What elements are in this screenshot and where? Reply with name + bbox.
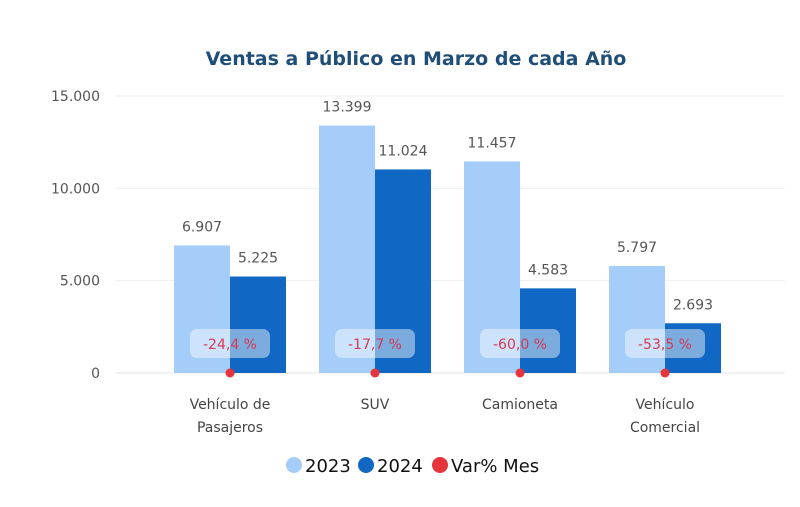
data-label: 11.457 bbox=[468, 135, 517, 151]
variation-series: -24,4 % -17,7 % -60,0 % -53,5 % bbox=[190, 329, 705, 378]
y-tick-label: 15.000 bbox=[51, 89, 100, 105]
variation-label: -24,4 % bbox=[203, 337, 257, 353]
data-label: 2.693 bbox=[673, 297, 713, 313]
data-label: 4.583 bbox=[528, 262, 568, 278]
bar-2023-2 bbox=[464, 161, 520, 373]
legend-item: Var% Mes bbox=[451, 456, 539, 477]
x-tick-label: Vehículo de bbox=[190, 397, 271, 413]
x-tick-label: Vehículo bbox=[636, 397, 695, 413]
data-label: 5.797 bbox=[617, 240, 657, 256]
bar-2024-0 bbox=[230, 276, 286, 373]
variation-point bbox=[660, 368, 670, 378]
variation-label-bg bbox=[480, 329, 560, 358]
x-tick-label: Pasajeros bbox=[197, 420, 263, 436]
y-tick-label: 0 bbox=[91, 366, 100, 382]
chart-title: Ventas a Público en Marzo de cada Año bbox=[206, 48, 627, 70]
data-labels: 6.907 13.399 11.457 5.797 5.225 11.024 4.583 2.… bbox=[182, 100, 713, 314]
legend-marker-icon bbox=[358, 457, 374, 473]
variation-point bbox=[370, 368, 380, 378]
variation-label-bg bbox=[335, 329, 415, 358]
variation-point bbox=[225, 368, 235, 378]
bar-2024-1 bbox=[375, 169, 431, 373]
y-tick-label: 5.000 bbox=[60, 274, 100, 290]
bar-2023-0 bbox=[174, 245, 230, 373]
data-label: 13.399 bbox=[323, 100, 372, 116]
legend-marker-icon bbox=[286, 457, 302, 473]
x-axis: Vehículo de Pasajeros SUV Camioneta Vehículo… bbox=[190, 397, 700, 436]
bar-2024-3 bbox=[665, 323, 721, 373]
variation-label: -17,7 % bbox=[348, 337, 402, 353]
y-tick-label: 10.000 bbox=[51, 181, 100, 197]
data-label: 11.024 bbox=[379, 143, 428, 159]
bar-2024-2 bbox=[520, 288, 576, 373]
data-label: 5.225 bbox=[238, 251, 278, 267]
bar-2023-3 bbox=[609, 265, 665, 373]
x-tick-label: Comercial bbox=[630, 420, 700, 436]
bars bbox=[174, 125, 721, 374]
legend-item: 2023 bbox=[305, 456, 351, 477]
variation-label-bg bbox=[625, 329, 705, 358]
variation-label: -60,0 % bbox=[493, 337, 547, 353]
y-axis: 0 5.000 10.000 15.000 bbox=[51, 89, 100, 382]
variation-point bbox=[515, 368, 525, 378]
bar-2023-1 bbox=[319, 125, 375, 374]
x-tick-label: SUV bbox=[361, 397, 390, 413]
data-label: 6.907 bbox=[182, 219, 222, 235]
legend: 2023 2024 Var% Mes bbox=[286, 456, 539, 477]
legend-marker-icon bbox=[432, 457, 448, 473]
x-tick-label: Camioneta bbox=[482, 397, 558, 413]
variation-label-bg bbox=[190, 329, 270, 358]
variation-label: -53,5 % bbox=[638, 337, 692, 353]
legend-item: 2024 bbox=[377, 456, 423, 477]
